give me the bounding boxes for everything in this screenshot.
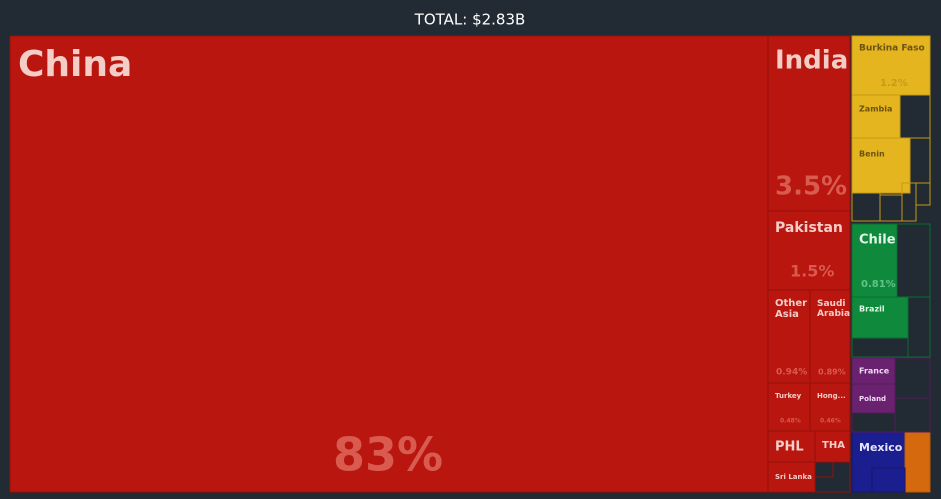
cell-label: Sri Lanka bbox=[775, 473, 812, 481]
cell-label: Pakistan bbox=[775, 220, 843, 236]
label-line: Saudi bbox=[817, 299, 846, 309]
treemap-cell bbox=[809, 289, 851, 384]
label-line: Other bbox=[775, 298, 807, 309]
treemap-cell bbox=[851, 296, 909, 339]
cell-label: Mexico bbox=[859, 441, 903, 454]
treemap-cell bbox=[814, 430, 851, 463]
treemap-cell bbox=[809, 382, 851, 432]
treemap-cell bbox=[767, 430, 816, 463]
cell-label: Zambia bbox=[859, 105, 892, 114]
cell-label: Chile bbox=[859, 233, 896, 248]
value-label: 1.5% bbox=[790, 262, 834, 281]
cell-label: Brazil bbox=[859, 305, 885, 314]
cell-label: Poland bbox=[859, 395, 886, 403]
cell-label: PHL bbox=[775, 440, 804, 455]
cell-label: France bbox=[859, 367, 890, 376]
value-label: 83% bbox=[333, 428, 443, 482]
treemap-cell bbox=[9, 35, 769, 493]
chart-title: TOTAL: $2.83B bbox=[414, 11, 526, 29]
cell-label: India bbox=[775, 46, 848, 76]
subdivisions bbox=[814, 94, 931, 493]
sub-cell bbox=[851, 337, 909, 358]
cell-label: Turkey bbox=[775, 392, 802, 400]
value-label: 3.5% bbox=[775, 172, 847, 202]
cell-label: Benin bbox=[859, 150, 885, 159]
sub-cell bbox=[851, 412, 896, 433]
value-label: 0.81% bbox=[861, 279, 896, 290]
treemap-cell bbox=[851, 357, 896, 385]
sub-cell bbox=[814, 461, 834, 478]
other-cell bbox=[904, 431, 931, 493]
treemap-cell bbox=[767, 210, 851, 291]
label-line: Asia bbox=[775, 309, 799, 320]
cell-label: China bbox=[18, 44, 132, 85]
cell-label: THA bbox=[822, 440, 845, 451]
value-label: 0.89% bbox=[818, 368, 846, 377]
cell-label: Hong... bbox=[817, 392, 846, 400]
treemap-cell bbox=[851, 94, 901, 139]
treemap-cell bbox=[767, 461, 816, 493]
cells: China 83% India 3.5% Pakistan 1.5% Other Asia 0.… bbox=[9, 35, 931, 493]
cell-label: Saudi Arabia bbox=[817, 299, 850, 319]
value-label: 0.46% bbox=[820, 418, 841, 425]
cell-label: Burkina Faso bbox=[859, 44, 925, 54]
sub-cell bbox=[915, 182, 931, 206]
value-label: 0.48% bbox=[780, 418, 801, 425]
treemap-cell bbox=[767, 35, 851, 212]
treemap-cell bbox=[851, 137, 911, 194]
treemap-cell bbox=[767, 289, 811, 384]
value-label: 0.94% bbox=[776, 368, 807, 378]
cell-label: Other Asia bbox=[775, 298, 807, 320]
sub-cell bbox=[907, 296, 931, 358]
value-label: 1.2% bbox=[880, 78, 908, 89]
sub-cell bbox=[871, 467, 906, 493]
label-line: Arabia bbox=[817, 308, 850, 318]
